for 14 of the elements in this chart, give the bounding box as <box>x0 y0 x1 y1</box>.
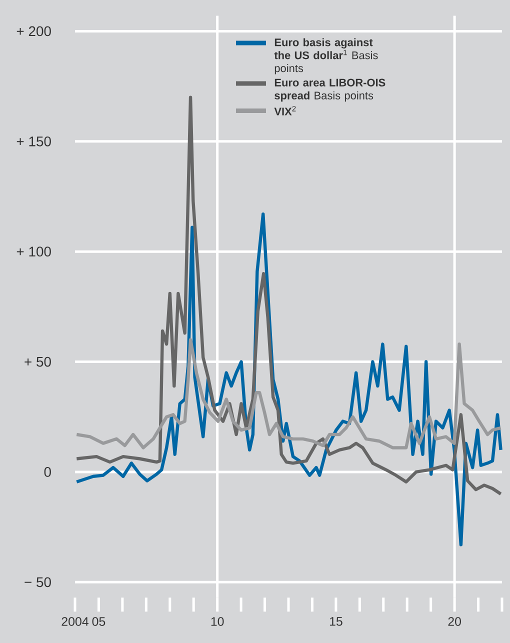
text: Euro basis against the US dollar$^{1}$ Basis points <box>274 38 378 74</box>
y-tick-label: + 50 <box>24 356 51 367</box>
x-tick-label: 15 <box>330 617 342 626</box>
y-tick-label: − 50 <box>24 577 51 588</box>
x-tick-label: 2004 <box>62 617 88 626</box>
x-tick-label: 10 <box>211 617 224 626</box>
x-tick-label: 20 <box>448 617 461 626</box>
y-tick-label: + 150 <box>16 136 51 146</box>
y-tick-label: + 100 <box>16 246 51 257</box>
x-tick-label: 05 <box>92 617 106 626</box>
legend-label: Euro area LIBOR-OIS spread Basis points <box>274 78 386 102</box>
y-tick-label: + 200 <box>16 26 51 36</box>
y-tick-label: 0 <box>44 467 51 477</box>
legend-label: VIX$^{2}$ <box>274 106 296 116</box>
